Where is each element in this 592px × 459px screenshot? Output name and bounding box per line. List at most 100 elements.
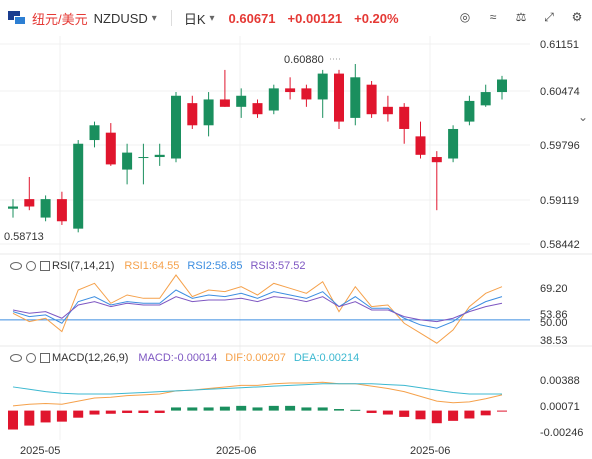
macd-settings-icon[interactable]	[26, 353, 36, 363]
price-change: +0.00121	[287, 10, 343, 26]
candle-down	[366, 84, 377, 115]
macd-box-icon[interactable]	[40, 353, 50, 363]
price-axis-label: 0.59796	[540, 140, 580, 152]
low-price-label: 0.58713	[4, 231, 44, 243]
macd-bar	[382, 410, 393, 415]
macd-bar	[317, 407, 328, 411]
macd-bar	[464, 410, 475, 419]
rsi-axis-label: 53.86	[540, 309, 568, 321]
macd-bar	[399, 410, 410, 417]
price-axis-label: 0.60474	[540, 86, 580, 98]
period-dropdown-icon[interactable]: ▾	[209, 12, 215, 24]
rsi1-line	[12, 274, 503, 344]
macd-bar	[8, 410, 18, 430]
dif-line	[12, 381, 503, 407]
candle-down	[105, 132, 116, 165]
pair-name-cn[interactable]: 纽元/美元	[32, 11, 88, 27]
price-axis-label: 0.58442	[540, 239, 580, 251]
last-price: 0.60671	[228, 10, 276, 26]
candle-up	[40, 199, 51, 218]
header-bar: 纽元/美元 NZDUSD ▾ 日K ▾ 0.60671 +0.00121 +0.…	[0, 0, 592, 36]
period-selector[interactable]: 日K	[183, 11, 206, 27]
candle-up	[497, 79, 507, 93]
macd-bar	[285, 405, 296, 411]
macd-bar	[122, 410, 133, 413]
date-axis-label: 2025-05	[20, 445, 60, 457]
eye-toggle-icon[interactable]: ◎	[459, 10, 471, 24]
rsi-eye-icon[interactable]	[10, 262, 22, 270]
rsi-axis-label: 38.53	[540, 335, 568, 347]
rsi1-value: RSI1:64.55	[124, 260, 180, 272]
date-axis-label: 2025-06	[216, 445, 256, 457]
candle-down	[187, 103, 198, 126]
macd-bar	[366, 410, 377, 413]
settings-icon[interactable]: ⚙	[571, 10, 583, 24]
toolbar: ◎ ≈ ⚖ ⤢ ⚙	[458, 10, 584, 24]
pair-dropdown-icon[interactable]: ▾	[151, 12, 157, 24]
candle-down	[24, 199, 35, 207]
candle-down	[382, 106, 393, 115]
macd-bar	[350, 409, 361, 411]
macd-bar	[219, 406, 230, 411]
macd-bar	[56, 410, 67, 422]
macd-bar	[480, 410, 491, 416]
macd-axis-label: 0.00388	[540, 375, 580, 387]
rsi-settings-icon[interactable]	[26, 261, 36, 271]
candle-down	[219, 99, 230, 107]
macd-bar	[154, 410, 165, 413]
macd-title: MACD(12,26,9)	[52, 352, 129, 364]
candle-down	[334, 73, 344, 122]
rsi-axis-label: 69.20	[540, 283, 568, 295]
candle-up	[203, 99, 214, 126]
macd-bar	[301, 407, 312, 411]
date-axis-label: 2025-06	[410, 445, 450, 457]
rsi-legend: RSI(7,14,21) RSI1:64.55 RSI2:58.85 RSI3:…	[10, 260, 314, 272]
candle-up	[448, 128, 459, 159]
indicator-icon[interactable]: ⚖	[515, 10, 527, 24]
macd-bar	[448, 410, 459, 421]
price-axis-label: 0.61151	[540, 39, 579, 51]
candle-up	[138, 157, 149, 159]
candle-down	[399, 106, 410, 129]
macd-bar	[89, 410, 100, 415]
macd-eye-icon[interactable]	[10, 354, 22, 362]
rsi-axis-label: 50.00	[540, 317, 568, 329]
candle-down	[415, 136, 426, 155]
rsi2-line	[12, 289, 503, 329]
macd-axis-label: -0.00246	[540, 427, 583, 439]
macd-value: MACD:-0.00014	[138, 352, 218, 364]
candle-up	[480, 92, 491, 106]
macd-bar	[24, 410, 35, 426]
pair-code[interactable]: NZDUSD	[93, 10, 148, 26]
macd-bar	[203, 407, 214, 411]
candle-up	[268, 88, 279, 111]
dif-value: DIF:0.00207	[225, 352, 286, 364]
macd-axis-label: 0.00071	[540, 401, 580, 413]
macd-bar	[236, 405, 247, 411]
candle-down	[252, 103, 263, 115]
rsi-box-icon[interactable]	[40, 261, 50, 271]
dea-value: DEA:0.00214	[293, 352, 360, 364]
price-axis-label: 0.59119	[540, 195, 579, 207]
macd-bar	[431, 410, 442, 424]
chevron-down-icon[interactable]: ⌄	[577, 110, 588, 124]
macd-bar	[252, 407, 263, 411]
expand-icon[interactable]: ⤢	[544, 10, 554, 24]
candle-up	[89, 125, 100, 141]
candle-up	[317, 73, 328, 100]
rsi3-value: RSI3:57.52	[250, 260, 306, 272]
draw-tool-icon[interactable]: ≈	[489, 10, 497, 24]
macd-bar	[73, 410, 84, 418]
high-price-label: 0.60880	[284, 54, 324, 66]
macd-bar	[138, 410, 149, 413]
candle-down	[56, 199, 67, 222]
candle-down	[431, 157, 442, 163]
candle-up	[122, 152, 133, 170]
candle-up	[73, 143, 84, 229]
macd-bar	[171, 407, 181, 411]
macd-bar	[40, 410, 51, 423]
macd-legend: MACD(12,26,9) MACD:-0.00014 DIF:0.00207 …	[10, 352, 367, 364]
macd-bar	[415, 410, 426, 420]
price-change-pct: +0.20%	[354, 10, 399, 26]
